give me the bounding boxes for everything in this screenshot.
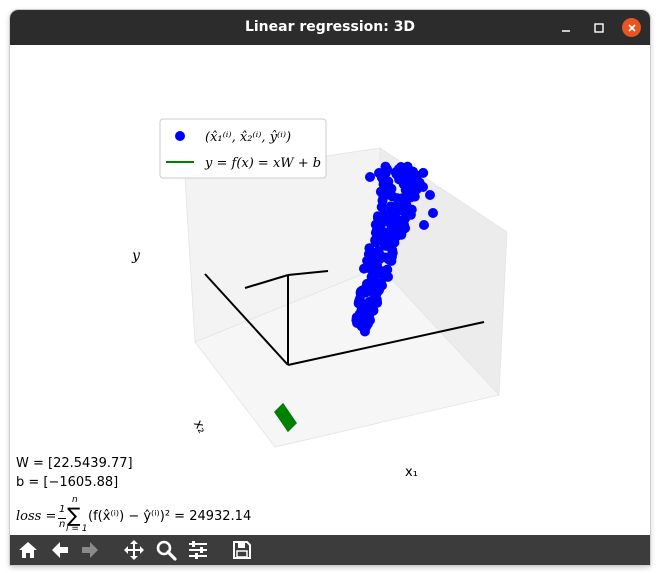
home-icon [19, 542, 37, 558]
data-point [372, 259, 382, 270]
data-point [398, 198, 408, 209]
data-point [365, 315, 375, 326]
close-icon [627, 23, 636, 32]
data-point [396, 162, 406, 172]
y-axis-label: y [131, 248, 141, 264]
projection-lines [204, 270, 485, 366]
data-point [385, 208, 396, 219]
data-point [363, 249, 374, 260]
data-point [418, 167, 429, 178]
data-point [392, 217, 403, 228]
fit-plane [274, 402, 297, 433]
data-point [405, 209, 416, 220]
data-point [365, 172, 375, 182]
data-point [373, 268, 384, 279]
data-point [387, 247, 398, 258]
legend: (x̂₁⁽ⁱ⁾, x̂₂⁽ⁱ⁾, ŷ⁽ⁱ⁾) y = f(x) = xW + b [159, 118, 327, 179]
data-points [351, 161, 438, 337]
legend-marker-points [175, 131, 185, 141]
pan-button[interactable] [122, 538, 146, 562]
data-point [370, 276, 380, 287]
window-title: Linear regression: 3D [244, 19, 416, 35]
forward-arrow-icon [82, 542, 98, 558]
loss-frac-num: 1 [59, 504, 66, 515]
legend-label-line: y = f(x) = xW + b [204, 156, 321, 171]
data-point [378, 237, 389, 248]
back-arrow-icon [52, 542, 68, 558]
data-point [419, 220, 429, 230]
loss-frac-bar [58, 518, 66, 519]
loss-sum-sign: ∑ [67, 503, 81, 527]
data-point [374, 168, 384, 178]
title-bar[interactable]: Linear regression: 3D [10, 10, 650, 45]
forward-button[interactable] [78, 538, 102, 562]
data-point [428, 208, 438, 218]
data-point [418, 182, 428, 192]
loss-frac-den: n [59, 519, 66, 530]
floor-pane [194, 266, 500, 448]
navigation-toolbar [10, 535, 650, 565]
loss-sum-bottom: i = 1 [66, 524, 88, 534]
data-point [425, 190, 435, 200]
save-button[interactable] [230, 538, 254, 562]
data-point [376, 202, 387, 212]
app-window: Linear regression: 3D [10, 10, 650, 565]
zoom-button[interactable] [154, 538, 178, 562]
data-point [357, 285, 368, 296]
minimize-button[interactable] [556, 18, 575, 37]
pan-icon [124, 540, 144, 560]
data-point [372, 287, 382, 298]
data-point [370, 237, 381, 248]
x1-axis-label: x₁ [405, 465, 418, 480]
data-point [371, 225, 382, 235]
data-point [374, 250, 385, 261]
weights-text: W = [22.5439.77] [16, 456, 133, 471]
plot-canvas[interactable]: y x₁ x₂ (x̂₁⁽ⁱ⁾, x̂₂⁽ⁱ⁾, ŷ⁽ⁱ⁾) y = f(x) … [10, 45, 650, 535]
save-icon [233, 541, 251, 559]
legend-label-points: (x̂₁⁽ⁱ⁾, x̂₂⁽ⁱ⁾, ŷ⁽ⁱ⁾) [205, 130, 291, 145]
bias-value: b = [−1605.88] [16, 475, 119, 490]
data-point [356, 305, 367, 316]
data-point [409, 191, 420, 202]
home-button[interactable] [16, 538, 40, 562]
plot-3d[interactable]: y x₁ x₂ (x̂₁⁽ⁱ⁾, x̂₂⁽ⁱ⁾, ŷ⁽ⁱ⁾) y = f(x) … [10, 45, 650, 535]
loss-sum-top: n [72, 495, 78, 505]
data-point [386, 255, 397, 266]
data-point [372, 297, 383, 308]
maximize-button[interactable] [589, 18, 608, 37]
loss-lhs: loss = [16, 509, 57, 524]
zoom-icon [156, 540, 177, 561]
weights-value: W = [22.5439.77] [16, 456, 133, 471]
close-button[interactable] [622, 18, 641, 37]
maximize-icon [593, 22, 604, 33]
data-point [372, 211, 383, 222]
configure-subplots-icon [189, 541, 207, 559]
back-button[interactable] [48, 538, 72, 562]
configure-subplots-button[interactable] [186, 538, 210, 562]
x2-axis-label: x₂ [190, 417, 209, 436]
minimize-icon [561, 29, 570, 32]
bias-text: b = [−1605.88] [16, 475, 118, 490]
data-point [382, 178, 393, 189]
data-point [391, 231, 402, 242]
loss-body: (f(x̂⁽ⁱ⁾) − ŷ⁽ⁱ⁾)² = 24932.14 [88, 509, 252, 524]
